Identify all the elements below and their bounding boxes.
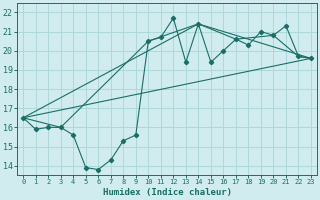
- X-axis label: Humidex (Indice chaleur): Humidex (Indice chaleur): [103, 188, 232, 197]
